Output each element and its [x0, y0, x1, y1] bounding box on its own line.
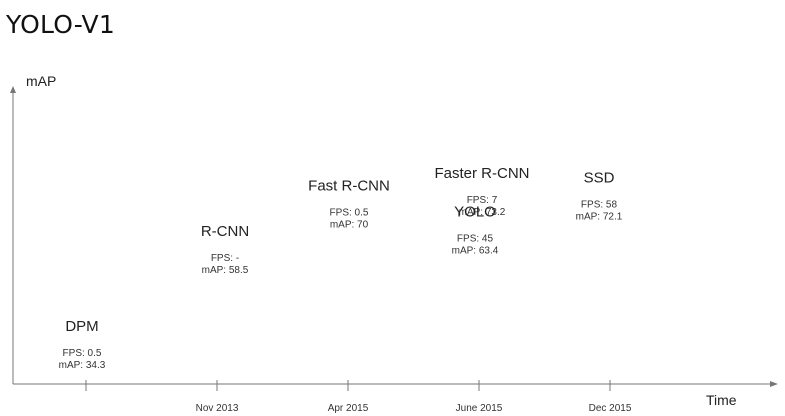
point-label-name: Faster R-CNN: [434, 165, 529, 182]
point-label-name: YOLO: [454, 204, 496, 221]
x-tick-label: Apr 2015: [328, 403, 369, 414]
point-label-map: mAP: 73.2: [459, 207, 506, 218]
point-label-map: mAP: 63.4: [452, 246, 499, 257]
point-label-name: SSD: [584, 169, 615, 186]
point-label-map: mAP: 70: [330, 220, 369, 231]
x-tick-label: Nov 2013: [196, 403, 239, 414]
page-title: YOLO-V1: [6, 10, 115, 39]
x-axis-arrow: [770, 381, 778, 387]
point-label-map: mAP: 34.3: [59, 360, 106, 371]
point-label-map: mAP: 58.5: [202, 265, 249, 276]
point-label-fps: FPS: 0.5: [63, 348, 102, 359]
point-label-fps: FPS: 58: [581, 199, 618, 210]
point-label-fps: FPS: 45: [457, 234, 494, 245]
x-axis-label: Time: [706, 392, 737, 408]
point-label-name: R-CNN: [201, 223, 249, 240]
point-label-fps: FPS: 0.5: [330, 208, 369, 219]
point-label-name: Fast R-CNN: [308, 178, 390, 195]
y-axis-arrow: [10, 86, 16, 93]
point-label-name: DPM: [65, 318, 98, 335]
point-label-map: mAP: 72.1: [576, 211, 623, 222]
point-label-fps: FPS: 7: [467, 195, 498, 206]
x-tick-label: June 2015: [456, 403, 503, 414]
point-label-fps: FPS: -: [211, 253, 239, 264]
x-tick-label: Dec 2015: [589, 403, 632, 414]
y-axis-label: mAP: [26, 73, 56, 89]
